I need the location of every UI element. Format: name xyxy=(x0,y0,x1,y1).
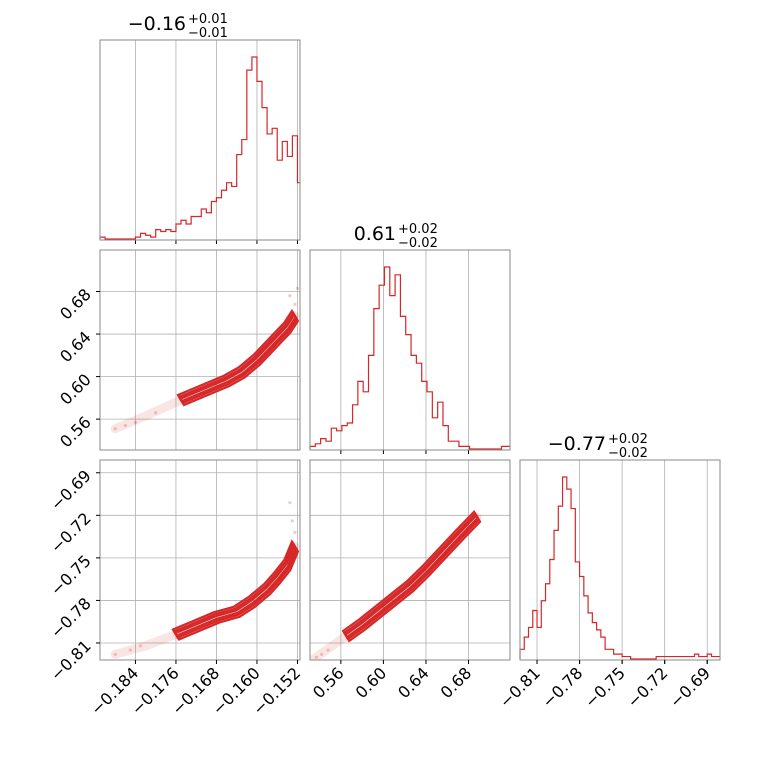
contour-2 xyxy=(178,312,297,403)
x-tick-label-p1-1: 0.60 xyxy=(352,663,391,702)
title-minus-p0: −0.01 xyxy=(188,26,228,41)
contour-0 xyxy=(171,539,300,641)
x-tick-label-p1-2: 0.64 xyxy=(394,663,433,702)
x-tick-label-p2-2: −0.75 xyxy=(581,663,629,711)
sample-point-0 xyxy=(113,652,117,656)
sample-point-3 xyxy=(154,411,158,415)
pair-frame-p0-p2 xyxy=(99,459,301,661)
pair-panel-p1-p2 xyxy=(310,460,510,660)
sample-point-0 xyxy=(113,427,117,431)
sample-point-2 xyxy=(326,648,330,652)
contour-1 xyxy=(172,541,298,639)
pair-content xyxy=(110,500,300,659)
y-tick-label-p1-0: 0.56 xyxy=(56,413,95,452)
x-tick-label-p1-3: 0.68 xyxy=(437,663,476,702)
sample-point-4 xyxy=(466,525,471,529)
sample-point-1 xyxy=(123,423,127,428)
y-tick-label-p1-2: 0.64 xyxy=(56,327,95,366)
sample-point-6 xyxy=(293,302,297,306)
pair-content xyxy=(110,286,300,434)
pair-frame-p0-p1 xyxy=(99,249,301,451)
x-tick-label-p2-3: −0.72 xyxy=(623,663,671,711)
title-median-p0: −0.16 xyxy=(128,13,186,35)
sample-point-5 xyxy=(288,294,292,298)
density-band xyxy=(110,542,300,659)
x-tick-label-p2-0: −0.81 xyxy=(496,663,544,711)
hist-panel-p1: 0.61 +0.02−0.02 xyxy=(309,222,510,454)
hist-step-p2 xyxy=(519,476,720,660)
hist-frame-p0 xyxy=(99,39,301,241)
y-tick-label-p2-4: −0.69 xyxy=(47,466,95,514)
hist-frame-p1 xyxy=(309,249,511,451)
hist-step-p0 xyxy=(99,56,300,240)
sample-point-0 xyxy=(314,655,318,659)
sample-point-4 xyxy=(295,286,300,290)
pair-panel-p0-p2 xyxy=(100,460,300,660)
sample-point-3 xyxy=(458,533,462,537)
pair-panel-p0-p1 xyxy=(100,250,300,450)
y-tick-label-p2-3: −0.72 xyxy=(47,509,95,557)
sample-point-5 xyxy=(293,530,297,534)
pair-content xyxy=(310,509,482,660)
contour-1 xyxy=(342,511,481,641)
x-tick-label-p1-0: 0.56 xyxy=(309,663,348,702)
pair-frame-p1-p2 xyxy=(309,459,511,661)
contour-2 xyxy=(343,513,480,639)
density-band xyxy=(310,512,482,660)
sample-point-1 xyxy=(128,648,132,652)
panels-layer: −0.16 +0.01−0.010.61 +0.02−0.02−0.77 +0.02−… xyxy=(47,12,721,719)
sample-point-3 xyxy=(288,500,292,505)
hist-panel-p0: −0.16 +0.01−0.01 xyxy=(99,12,300,244)
hist-panel-p2: −0.77 +0.02−0.02 xyxy=(519,432,720,664)
title-minus-p2: −0.02 xyxy=(608,446,648,461)
title-minus-p1: −0.02 xyxy=(398,236,438,251)
x-tick-label-p2-1: −0.78 xyxy=(538,663,586,711)
title-plus-p0: +0.01 xyxy=(188,12,228,27)
sample-point-5 xyxy=(475,515,479,519)
contour-2 xyxy=(173,542,297,638)
y-tick-label-p2-0: −0.81 xyxy=(47,636,95,684)
density-band xyxy=(110,311,300,434)
contour-0 xyxy=(341,509,482,643)
title-plus-p1: +0.02 xyxy=(398,222,438,237)
hist-frame-p2 xyxy=(519,459,721,661)
title-median-p2: −0.77 xyxy=(548,433,606,455)
x-tick-label-p2-4: −0.69 xyxy=(666,663,714,711)
title-plus-p2: +0.02 xyxy=(608,432,648,447)
sample-point-1 xyxy=(320,652,324,656)
sample-point-2 xyxy=(138,644,143,648)
y-tick-label-p1-1: 0.60 xyxy=(56,370,95,409)
sample-point-2 xyxy=(133,420,138,424)
y-tick-label-p2-1: −0.78 xyxy=(47,594,95,642)
contour-1 xyxy=(177,310,299,405)
contour-0 xyxy=(176,308,300,407)
y-tick-label-p1-3: 0.68 xyxy=(56,285,95,324)
sample-point-4 xyxy=(290,519,295,523)
title-median-p1: 0.61 xyxy=(354,223,396,245)
hist-step-p1 xyxy=(309,266,510,450)
y-tick-label-p2-2: −0.75 xyxy=(47,551,95,599)
